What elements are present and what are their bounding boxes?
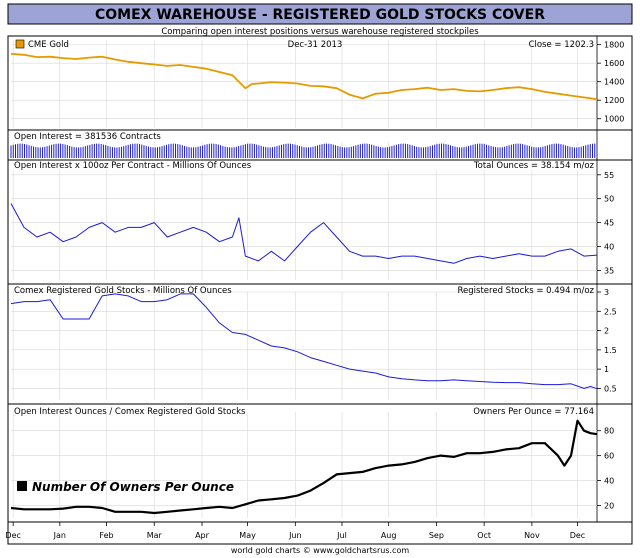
oi-header: Open Interest = 381536 Contracts bbox=[14, 132, 161, 142]
reg-header-left: Comex Registered Gold Stocks - Millions … bbox=[14, 286, 232, 296]
chart-subtitle: Comparing open interest positions versus… bbox=[161, 27, 479, 37]
owners-series-line bbox=[10, 419, 598, 515]
x-tick-label: Sep bbox=[429, 531, 444, 540]
x-tick-label: Feb bbox=[99, 531, 113, 540]
gold-header-close: Close = 1202.3 bbox=[529, 40, 594, 50]
owners-header-left: Open Interest Ounces / Comex Registered … bbox=[14, 407, 246, 417]
panel-owners-per-ounce: 20 40 60 80 bbox=[7, 403, 633, 523]
oiounces-ytick-label: 35 bbox=[604, 266, 614, 275]
gold-series-line bbox=[10, 53, 598, 101]
x-tick-label: May bbox=[239, 531, 256, 540]
oiounces-ytick-label: 55 bbox=[604, 171, 614, 180]
gold-ytick-label: 1600 bbox=[604, 59, 624, 68]
reg-ytick-label: 0.5 bbox=[604, 384, 617, 393]
gold-ytick-label: 1000 bbox=[604, 115, 624, 124]
reg-series-line bbox=[10, 293, 598, 390]
x-tick-label: Nov bbox=[524, 531, 540, 540]
x-tick-label: Apr bbox=[195, 531, 210, 540]
chart-footer: world gold charts © www.goldchartsrus.co… bbox=[231, 546, 409, 555]
oiounces-header-right: Total Ounces = 38.154 m/oz bbox=[473, 161, 595, 171]
owners-ytick-label: 20 bbox=[604, 502, 614, 511]
reg-border bbox=[7, 283, 633, 405]
gold-legend-swatch bbox=[15, 39, 25, 49]
gold-legend-label: CME Gold bbox=[28, 40, 69, 50]
reg-ytick-label: 2 bbox=[604, 327, 609, 336]
owners-header-right: Owners Per Ounce = 77.164 bbox=[473, 407, 594, 417]
reg-ytick-label: 1 bbox=[604, 365, 609, 374]
oiounces-border bbox=[7, 159, 633, 285]
oiounces-series-line bbox=[10, 203, 598, 264]
x-tick-label: Dec bbox=[570, 531, 585, 540]
x-axis-labels: Dec Jan Feb Mar Apr May Jun Jul Aug Sep Oct Nov Dec bbox=[5, 522, 585, 540]
owners-legend-label: Number Of Owners Per Ounce bbox=[32, 480, 234, 494]
oiounces-ytick-label: 50 bbox=[604, 195, 614, 204]
gold-ytick-label: 1400 bbox=[604, 78, 624, 87]
owners-ytick-label: 80 bbox=[604, 427, 614, 436]
gold-border bbox=[7, 35, 633, 131]
gold-header-date: Dec-31 2013 bbox=[288, 40, 343, 50]
reg-header-right: Registered Stocks = 0.494 m/oz bbox=[458, 286, 595, 296]
owners-ytick-label: 40 bbox=[604, 477, 614, 486]
panel-open-interest-contracts bbox=[7, 129, 633, 161]
reg-ytick-label: 3 bbox=[604, 288, 609, 297]
reg-ytick-label: 1.5 bbox=[604, 346, 617, 355]
x-tick-label: Mar bbox=[147, 531, 163, 540]
oiounces-ytick-label: 45 bbox=[604, 219, 614, 228]
gold-ytick-label: 1800 bbox=[604, 41, 624, 50]
gold-ytick-label: 1200 bbox=[604, 96, 624, 105]
owners-border bbox=[7, 403, 633, 523]
oiounces-header-left: Open Interest x 100oz Per Contract - Mil… bbox=[14, 161, 252, 171]
panel-gold-price: 1000 1200 1400 1600 1800 bbox=[7, 35, 633, 131]
x-tick-label: Jan bbox=[53, 531, 66, 540]
owners-legend-swatch bbox=[17, 481, 27, 491]
x-tick-label: Aug bbox=[381, 531, 397, 540]
x-tick-label: Oct bbox=[477, 531, 491, 540]
x-tick-label: Jun bbox=[288, 531, 302, 540]
owners-ytick-label: 60 bbox=[604, 452, 614, 461]
x-tick-label: Jul bbox=[336, 531, 347, 540]
oiounces-ytick-label: 40 bbox=[604, 243, 614, 252]
chart-title: COMEX WAREHOUSE - REGISTERED GOLD STOCKS… bbox=[95, 7, 545, 23]
panel-open-interest-ounces: 35 40 45 50 55 bbox=[7, 159, 633, 285]
panel-registered-stocks: 0.5 1 1.5 2 2.5 3 bbox=[7, 283, 633, 405]
x-tick-label: Dec bbox=[5, 531, 20, 540]
title-bar bbox=[7, 3, 633, 25]
reg-ytick-label: 2.5 bbox=[604, 307, 617, 316]
